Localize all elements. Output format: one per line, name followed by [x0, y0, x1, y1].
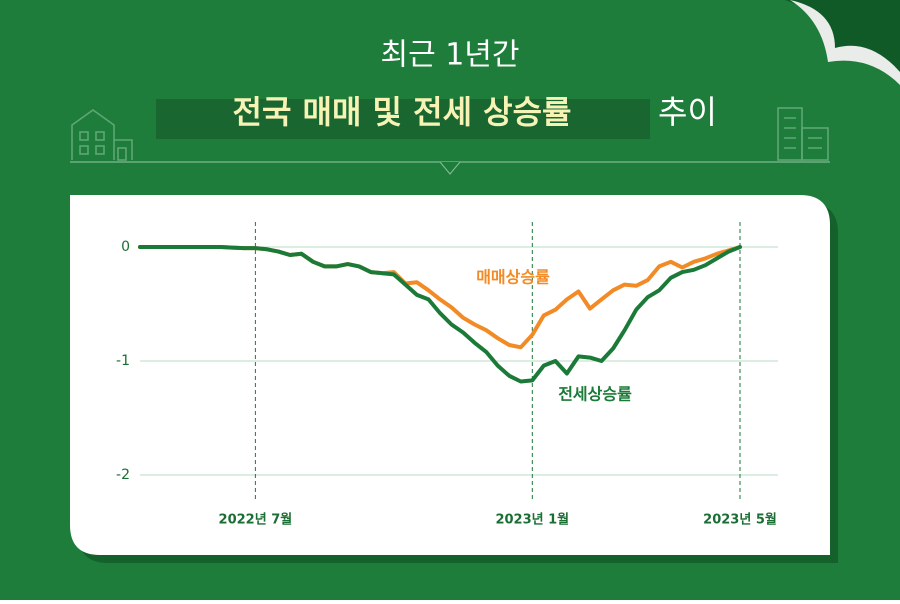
series-label: 매매상승률 [476, 268, 550, 287]
house-icon [71, 109, 133, 161]
page-curl [790, 0, 900, 85]
y-tick-label: -2 [116, 467, 130, 483]
subtitle-suffix: 추이 [658, 93, 717, 131]
subtitle: 전국 매매 및 전세 상승률 [233, 93, 572, 131]
y-tick-label: 0 [121, 239, 130, 255]
divider-pointer [439, 161, 461, 175]
line-series [138, 245, 742, 384]
series-label: 전세상승률 [558, 385, 632, 404]
subtitle-highlight [156, 99, 650, 139]
y-tick-label: -1 [116, 353, 130, 369]
x-tick-label: 2023년 5월 [703, 512, 777, 528]
x-tick-label: 2023년 1월 [495, 512, 569, 528]
x-tick-label: 2022년 7월 [219, 512, 293, 528]
building-icon [777, 107, 829, 161]
title: 최근 1년간 [380, 38, 519, 73]
page-curl-shadow [785, 0, 900, 75]
